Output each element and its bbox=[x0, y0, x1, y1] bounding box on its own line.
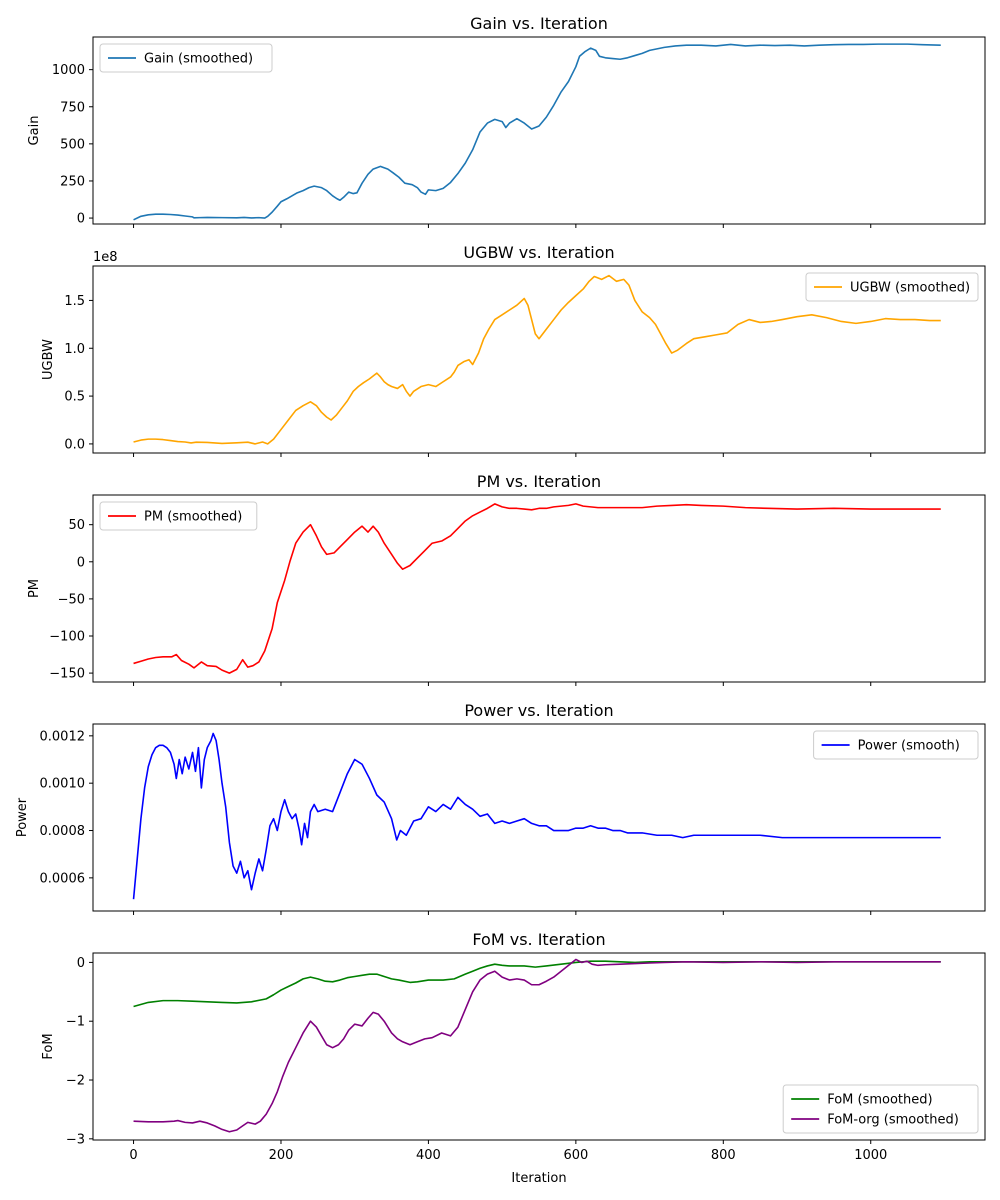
y-tick-label: 500 bbox=[60, 137, 85, 152]
y-axis-label: UGBW bbox=[41, 339, 56, 380]
y-tick-label: 0.0012 bbox=[40, 729, 86, 744]
y-tick-label: 0.0006 bbox=[40, 871, 86, 886]
subplot-1: UGBW vs. Iteration 0.0 0.5 1.0 1.5 1e8 UGBW UGB… bbox=[41, 243, 986, 457]
legend-entry: UGBW (smoothed) bbox=[850, 281, 970, 296]
y-tick-label: 750 bbox=[60, 100, 85, 115]
x-tick-label: 600 bbox=[563, 1148, 588, 1163]
legend-box bbox=[813, 730, 979, 760]
y-axis-label: PM bbox=[27, 579, 42, 598]
y-tick-label: 0.0010 bbox=[40, 777, 86, 792]
y-tick-label: 0 bbox=[77, 956, 85, 971]
legend: UGBW (smoothed) bbox=[805, 272, 979, 302]
series-line-0 bbox=[133, 43, 941, 221]
x-tick-label: 400 bbox=[416, 1148, 441, 1163]
y-tick-label: −3 bbox=[66, 1132, 85, 1147]
legend-box bbox=[99, 43, 273, 73]
axes-frame bbox=[92, 494, 986, 683]
x-tick-label: 200 bbox=[269, 1148, 294, 1163]
series-line-0 bbox=[133, 274, 941, 445]
y-tick-label: −50 bbox=[58, 592, 85, 607]
axes-frame bbox=[92, 723, 986, 912]
axes-frame bbox=[92, 36, 986, 225]
chart-title: PM vs. Iteration bbox=[477, 472, 601, 491]
y-tick-label: −150 bbox=[49, 667, 85, 682]
chart-title: FoM vs. Iteration bbox=[472, 930, 605, 949]
series-line-1 bbox=[133, 958, 941, 1133]
subplot-4: FoM vs. Iteration 0 200 400 600 800 1000 −3 −2 −1… bbox=[41, 930, 986, 1186]
y-axis-label: Gain bbox=[27, 116, 42, 146]
legend: FoM (smoothed) FoM-org (smoothed) bbox=[782, 1084, 979, 1134]
y-tick-label: 50 bbox=[68, 518, 85, 533]
axes-frame bbox=[92, 265, 986, 454]
x-axis-label: Iteration bbox=[511, 1171, 566, 1186]
y-tick-label: 0 bbox=[77, 555, 85, 570]
chart-title: Power vs. Iteration bbox=[464, 701, 613, 720]
legend: Gain (smoothed) bbox=[99, 43, 273, 73]
legend-entry: FoM-org (smoothed) bbox=[827, 1113, 959, 1128]
y-tick-label: 0.0 bbox=[64, 437, 85, 452]
subplot-3: Power vs. Iteration 0.0006 0.0008 0.0010 0.0… bbox=[15, 701, 986, 915]
x-tick-label: 800 bbox=[711, 1148, 736, 1163]
legend-entry: Gain (smoothed) bbox=[144, 52, 253, 67]
y-tick-label: 250 bbox=[60, 174, 85, 189]
y-tick-label: 0.0008 bbox=[40, 824, 86, 839]
subplot-2: PM vs. Iteration −150 −100 −50 0 50 PM PM (smoo… bbox=[27, 472, 986, 686]
chart-title: Gain vs. Iteration bbox=[470, 14, 608, 33]
subplot-0: Gain vs. Iteration 0 250 500 750 1000 Gain Gain… bbox=[27, 14, 986, 228]
legend-box bbox=[99, 501, 258, 531]
y-tick-label: 1000 bbox=[52, 63, 85, 78]
legend-box bbox=[805, 272, 979, 302]
series-line-0 bbox=[132, 732, 941, 900]
series-line-0 bbox=[133, 960, 941, 1008]
x-tick-label: 0 bbox=[129, 1148, 137, 1163]
legend-box bbox=[782, 1084, 979, 1134]
axes-frame bbox=[92, 952, 986, 1141]
legend: Power (smooth) bbox=[813, 730, 979, 760]
y-axis-label: Power bbox=[15, 797, 30, 837]
y-tick-label: −2 bbox=[66, 1074, 85, 1089]
y-axis-label: FoM bbox=[41, 1033, 56, 1059]
y-tick-label: −1 bbox=[66, 1015, 85, 1030]
y-tick-label: 0 bbox=[77, 212, 85, 227]
y-tick-label: −100 bbox=[49, 629, 85, 644]
chart-title: UGBW vs. Iteration bbox=[463, 243, 614, 262]
legend: PM (smoothed) bbox=[99, 501, 258, 531]
x-tick-label: 1000 bbox=[854, 1148, 887, 1163]
y-tick-label: 1.0 bbox=[64, 342, 85, 357]
legend-entry: PM (smoothed) bbox=[144, 510, 242, 525]
legend-entry: FoM (smoothed) bbox=[827, 1093, 932, 1108]
y-tick-label: 1.5 bbox=[64, 294, 85, 309]
legend-entry: Power (smooth) bbox=[858, 739, 960, 754]
y-offset-text: 1e8 bbox=[93, 250, 118, 265]
y-tick-label: 0.5 bbox=[64, 390, 85, 405]
series-line-0 bbox=[133, 503, 941, 674]
